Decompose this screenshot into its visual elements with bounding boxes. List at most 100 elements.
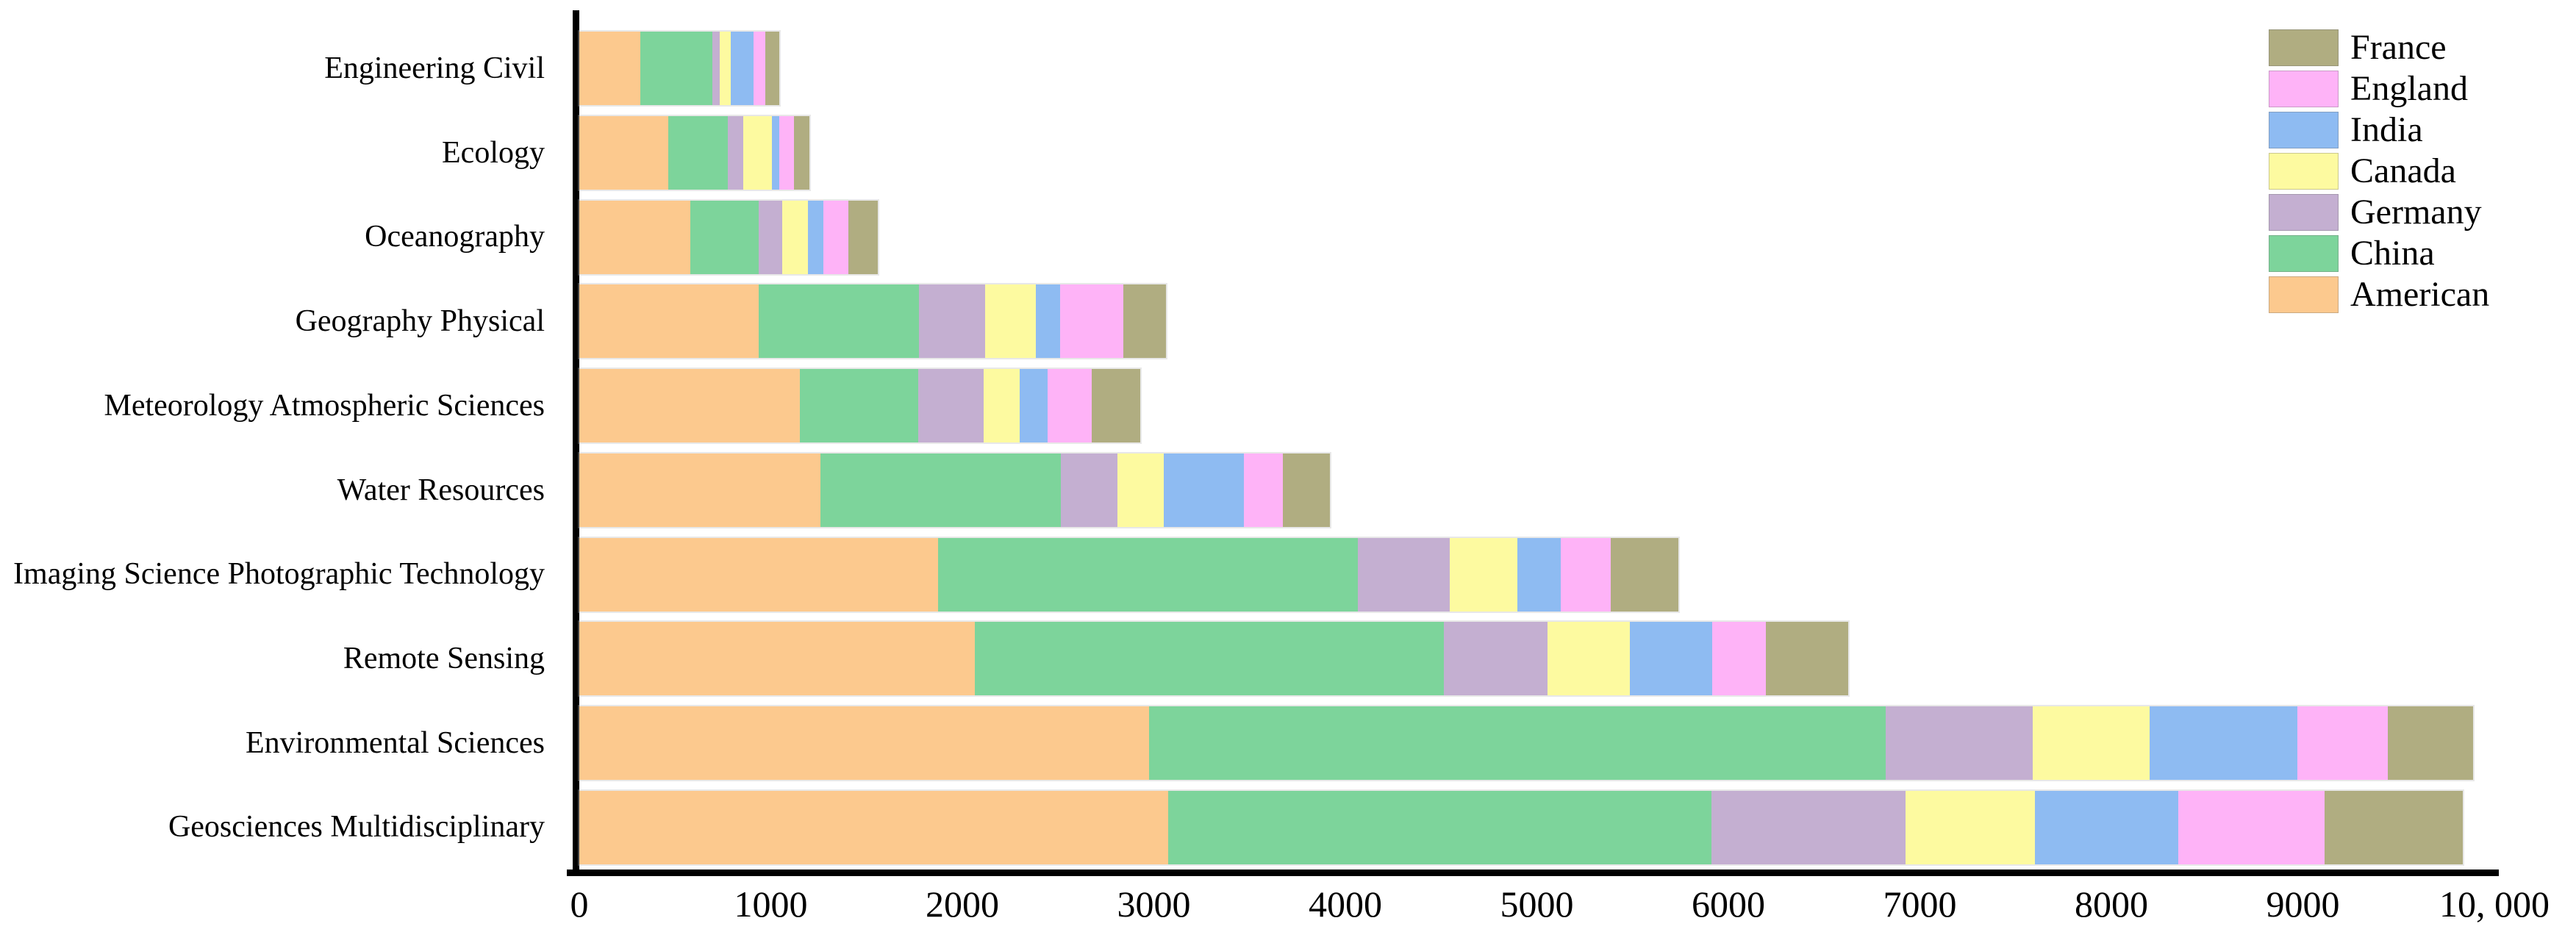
y-axis-label-row: Engineering Civil bbox=[0, 26, 545, 110]
bar-segment-canada bbox=[743, 116, 772, 190]
bar-segment-france bbox=[1765, 622, 1848, 696]
y-axis-label-row: Remote Sensing bbox=[0, 617, 545, 700]
bar-segment-india bbox=[808, 200, 824, 274]
bar-segment-germany bbox=[1711, 790, 1906, 864]
legend-item-china: China bbox=[2269, 235, 2489, 272]
bar-segment-china bbox=[1168, 790, 1711, 864]
bar-segment-france bbox=[2388, 706, 2474, 780]
legend-label: Canada bbox=[2350, 151, 2456, 190]
legend-swatch-india bbox=[2269, 112, 2339, 148]
bar-segment-china bbox=[690, 200, 759, 274]
bar-segment-india bbox=[730, 32, 754, 106]
bar-segment-canada bbox=[1449, 537, 1518, 612]
y-axis-label-row: Oceanography bbox=[0, 195, 545, 279]
bar-segment-france bbox=[793, 116, 809, 190]
legend-label: India bbox=[2350, 110, 2423, 149]
x-tick-label: 6000 bbox=[1692, 883, 1765, 925]
bar-segment-india bbox=[1163, 453, 1244, 527]
bar-segment-india bbox=[2150, 706, 2297, 780]
legend-swatch-canada bbox=[2269, 153, 2339, 190]
bar-row bbox=[579, 790, 2463, 864]
bar-segment-germany bbox=[758, 200, 783, 274]
bar-segment-india bbox=[771, 116, 780, 190]
bar-segment-china bbox=[799, 369, 919, 443]
x-tick-label: 8000 bbox=[2075, 883, 2148, 925]
y-axis-label-row: Geography Physical bbox=[0, 279, 545, 363]
bar-segment-germany bbox=[712, 32, 720, 106]
bar-segment-india bbox=[1036, 284, 1060, 359]
legend-item-american: American bbox=[2269, 276, 2489, 313]
bar-segment-canada bbox=[983, 369, 1020, 443]
x-axis-tick-labels: 0 1000 2000 3000 4000 5000 6000 7000 8000 9000 10,… bbox=[570, 883, 2550, 937]
bar-segment-germany bbox=[918, 369, 984, 443]
bar-segment-india bbox=[1020, 369, 1048, 443]
legend-item-france: France bbox=[2269, 29, 2489, 66]
bar-segment-england bbox=[1711, 622, 1766, 696]
bar-segment-china bbox=[668, 116, 728, 190]
legend-item-canada: Canada bbox=[2269, 153, 2489, 190]
bar-segment-england bbox=[754, 32, 765, 106]
x-tick-label: 0 bbox=[570, 883, 589, 925]
legend-label: Germany bbox=[2350, 193, 2482, 232]
bar-segment-american bbox=[579, 32, 641, 106]
bar-segment-china bbox=[938, 537, 1358, 612]
bar-segment-american bbox=[579, 453, 821, 527]
x-tick-label: 2000 bbox=[926, 883, 999, 925]
y-axis-label-row: Meteorology Atmospheric Sciences bbox=[0, 364, 545, 448]
bar-row bbox=[579, 706, 2474, 780]
legend-label: France bbox=[2350, 28, 2447, 67]
bar-segment-france bbox=[1283, 453, 1331, 527]
bar-segment-american bbox=[579, 537, 939, 612]
bar-segment-england bbox=[779, 116, 794, 190]
legend-label: England bbox=[2350, 69, 2468, 108]
bar-segment-canada bbox=[985, 284, 1037, 359]
legend-swatch-england bbox=[2269, 71, 2339, 107]
bar-segment-canada bbox=[1117, 453, 1164, 527]
x-axis-line bbox=[567, 870, 2499, 876]
y-axis-label-row: Imaging Science Photographic Technology bbox=[0, 532, 545, 616]
x-tick-label: 4000 bbox=[1309, 883, 1382, 925]
bar-segment-england bbox=[2178, 790, 2325, 864]
bar-segment-canada bbox=[1905, 790, 2035, 864]
y-axis-label: Engineering Civil bbox=[324, 51, 545, 85]
legend-label: American bbox=[2350, 275, 2490, 314]
bar-row bbox=[579, 284, 1167, 359]
bar-segment-england bbox=[1047, 369, 1092, 443]
bar-segment-american bbox=[579, 116, 669, 190]
bar-segment-germany bbox=[1444, 622, 1548, 696]
bar-segment-england bbox=[823, 200, 848, 274]
bar-segment-india bbox=[1517, 537, 1561, 612]
bar-row bbox=[579, 622, 1848, 696]
x-tick-label: 1000 bbox=[734, 883, 808, 925]
y-axis-label-row: Ecology bbox=[0, 111, 545, 195]
bar-segment-france bbox=[1091, 369, 1141, 443]
y-axis-label: Ecology bbox=[442, 135, 545, 170]
bar-row bbox=[579, 537, 1679, 612]
x-tick-label: 5000 bbox=[1500, 883, 1574, 925]
y-axis-label: Oceanography bbox=[365, 220, 545, 254]
bar-segment-france bbox=[1123, 284, 1167, 359]
bar-segment-india bbox=[1629, 622, 1712, 696]
bar-segment-canada bbox=[2033, 706, 2150, 780]
y-axis-label: Geography Physical bbox=[295, 304, 545, 339]
y-axis-label: Environmental Sciences bbox=[245, 725, 545, 760]
bar-segment-france bbox=[848, 200, 879, 274]
bar-segment-germany bbox=[1357, 537, 1450, 612]
bar-segment-china bbox=[758, 284, 920, 359]
y-axis-label: Meteorology Atmospheric Sciences bbox=[104, 388, 545, 423]
bar-segment-england bbox=[1561, 537, 1611, 612]
x-tick-label: 3000 bbox=[1117, 883, 1191, 925]
bar-segment-american bbox=[579, 369, 800, 443]
bar-segment-england bbox=[1059, 284, 1123, 359]
legend-swatch-american bbox=[2269, 276, 2339, 313]
legend-item-germany: Germany bbox=[2269, 194, 2489, 231]
bar-segment-american bbox=[579, 200, 691, 274]
bar-segment-china bbox=[974, 622, 1445, 696]
legend-swatch-france bbox=[2269, 29, 2339, 66]
bar-segment-china bbox=[640, 32, 713, 106]
bar-segment-american bbox=[579, 622, 975, 696]
bar-row bbox=[579, 369, 1141, 443]
y-axis-label-row: Geosciences Multidisciplinary bbox=[0, 785, 545, 869]
y-axis-label: Geosciences Multidisciplinary bbox=[168, 810, 545, 845]
x-tick-label: 9000 bbox=[2266, 883, 2340, 925]
